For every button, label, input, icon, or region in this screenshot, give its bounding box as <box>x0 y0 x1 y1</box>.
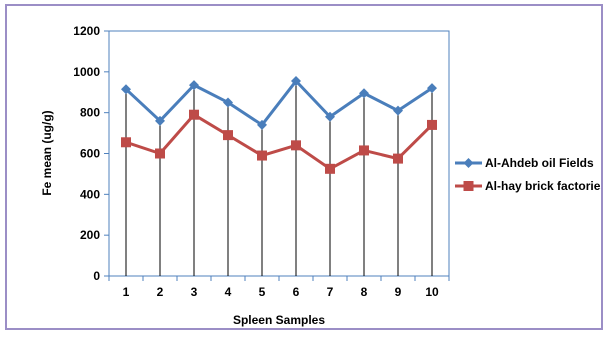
data-point <box>291 140 301 151</box>
chart-svg: 1 2 3 4 5 6 7 8 9 10 0 200 400 600 800 1000 1200 Fe mea… <box>40 24 607 327</box>
x-axis-title: Spleen Samples <box>233 313 325 327</box>
y-tick-label: 600 <box>80 147 100 161</box>
data-point <box>427 119 437 130</box>
data-point <box>359 88 369 99</box>
data-point <box>393 153 403 164</box>
legend-marker <box>463 158 474 168</box>
legend-label: Al-hay brick factories <box>485 179 601 193</box>
series-layer <box>121 76 437 174</box>
y-tick-label: 800 <box>80 106 100 120</box>
y-tick-label: 400 <box>80 187 100 201</box>
data-point <box>223 97 233 108</box>
data-point <box>155 148 165 159</box>
data-point <box>189 109 199 120</box>
data-point <box>393 105 403 116</box>
y-axis-title: Fe mean (ug/g) <box>40 110 54 195</box>
x-axis: 1 2 3 4 5 6 7 8 9 10 <box>108 276 450 299</box>
x-tick-label: 6 <box>293 285 300 299</box>
plot-area <box>108 30 450 277</box>
y-axis: 0 200 400 600 800 1000 1200 <box>73 24 109 283</box>
data-point <box>155 115 165 126</box>
x-tick-label: 10 <box>425 285 439 299</box>
y-tick-label: 0 <box>93 269 100 283</box>
data-point <box>325 163 335 174</box>
series-line <box>124 79 433 127</box>
legend-item: Al-hay brick factories <box>455 179 607 193</box>
series-line <box>125 113 434 171</box>
legend-label: Al-Ahdeb oil Fields <box>485 156 594 170</box>
series-1 <box>121 76 437 130</box>
data-point <box>257 150 267 161</box>
legend-marker <box>463 181 474 191</box>
data-point <box>223 130 233 141</box>
x-tick-label: 4 <box>225 285 232 299</box>
x-tick-label: 2 <box>157 285 164 299</box>
data-point <box>427 83 437 94</box>
x-tick-label: 7 <box>327 285 334 299</box>
legend: Al-Ahdeb oil Fields Al-hay brick factorie… <box>455 156 607 193</box>
x-tick-label: 8 <box>361 285 368 299</box>
x-tick-label: 3 <box>191 285 198 299</box>
data-point <box>325 111 335 122</box>
y-tick-label: 200 <box>80 228 100 242</box>
x-tick-label: 1 <box>123 285 130 299</box>
data-point <box>121 84 131 95</box>
data-point <box>189 80 199 91</box>
x-tick-label: 5 <box>259 285 266 299</box>
chart-frame: 1 2 3 4 5 6 7 8 9 10 0 200 400 600 800 1000 1200 Fe mea… <box>5 4 607 330</box>
series-2 <box>121 109 437 174</box>
legend-item: Al-Ahdeb oil Fields <box>455 156 594 170</box>
data-point <box>291 76 301 87</box>
data-point <box>121 137 131 148</box>
y-tick-label: 1200 <box>73 24 100 38</box>
drop-lines <box>125 81 433 276</box>
x-tick-label: 9 <box>395 285 402 299</box>
data-point <box>257 119 267 130</box>
data-point <box>359 145 369 156</box>
y-tick-label: 1000 <box>73 65 100 79</box>
